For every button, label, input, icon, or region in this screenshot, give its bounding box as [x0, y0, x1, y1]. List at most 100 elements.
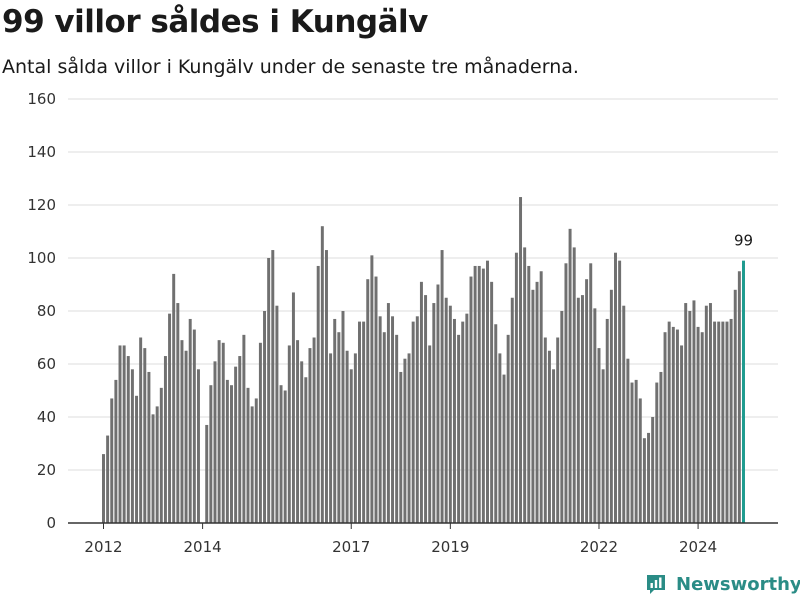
bar	[176, 303, 180, 523]
bar	[721, 321, 725, 523]
bar	[126, 356, 130, 523]
bar	[184, 350, 188, 523]
bar	[403, 358, 407, 523]
bar	[382, 332, 386, 523]
bar	[696, 326, 700, 523]
bar	[725, 321, 729, 523]
bar	[502, 374, 506, 523]
bar	[688, 311, 692, 523]
bar	[110, 398, 114, 523]
x-tick-label: 2019	[431, 538, 469, 556]
y-tick-label: 60	[37, 355, 56, 373]
x-tick-label: 2012	[84, 538, 122, 556]
brand-logo[interactable]: Newsworthy	[644, 570, 800, 598]
bar	[312, 337, 316, 523]
bar	[452, 318, 456, 523]
chart-title: 99 villor såldes i Kungälv	[2, 4, 428, 40]
bar	[490, 281, 494, 523]
chart-subtitle: Antal sålda villor i Kungälv under de se…	[2, 56, 579, 78]
bar	[684, 303, 688, 523]
bar	[300, 361, 304, 523]
bar	[589, 263, 593, 523]
bar	[609, 289, 613, 523]
bar	[304, 377, 308, 523]
bar	[114, 379, 118, 523]
bar	[106, 435, 110, 523]
x-tick-label: 2022	[580, 538, 618, 556]
bar	[242, 334, 246, 523]
bar	[324, 250, 328, 524]
y-tick-label: 0	[46, 514, 56, 532]
bar	[333, 318, 337, 523]
bar	[465, 313, 469, 523]
bar	[192, 329, 196, 523]
bar	[675, 329, 679, 523]
bar	[221, 342, 225, 523]
bar	[659, 371, 663, 523]
bar	[655, 382, 659, 523]
bar	[564, 263, 568, 523]
bar	[209, 385, 213, 523]
bar	[316, 265, 320, 523]
y-tick-label: 40	[37, 408, 56, 426]
bar	[593, 308, 597, 523]
bar	[737, 271, 741, 523]
bar	[708, 303, 712, 523]
bar	[539, 271, 543, 523]
bar	[180, 340, 184, 523]
y-tick-label: 120	[27, 196, 56, 214]
bar	[407, 353, 411, 523]
bar	[717, 321, 721, 523]
bar	[283, 390, 287, 523]
bar	[271, 250, 275, 524]
bar	[353, 353, 357, 523]
bar	[514, 252, 518, 523]
bar	[102, 454, 105, 523]
bar	[159, 387, 163, 523]
bar	[704, 305, 708, 523]
bar	[556, 337, 560, 523]
y-tick-label: 140	[27, 143, 56, 161]
bar	[122, 345, 126, 523]
bar	[163, 356, 167, 523]
x-tick-label: 2017	[332, 538, 370, 556]
bar	[345, 350, 349, 523]
bar	[444, 297, 448, 523]
y-tick-label: 80	[37, 302, 56, 320]
bar	[341, 311, 345, 523]
bar	[576, 297, 580, 523]
bar	[547, 350, 551, 523]
bar	[258, 342, 262, 523]
bar	[263, 311, 267, 523]
bar	[308, 348, 312, 523]
x-tick-label: 2024	[679, 538, 717, 556]
bar	[213, 361, 217, 523]
bar	[329, 353, 333, 523]
bar	[473, 265, 477, 523]
bar	[428, 345, 432, 523]
bar	[560, 311, 564, 523]
bar	[531, 289, 535, 523]
bar	[386, 303, 390, 523]
bar	[225, 379, 229, 523]
bar	[378, 316, 382, 523]
bar	[155, 406, 159, 523]
bar	[448, 305, 452, 523]
bar	[638, 398, 642, 523]
bar	[614, 252, 617, 523]
bar	[275, 305, 279, 523]
bar	[250, 406, 254, 523]
y-tick-label: 160	[27, 90, 56, 108]
bar	[630, 382, 634, 523]
bar	[411, 321, 415, 523]
bar	[519, 197, 523, 524]
newsworthy-logo-icon	[647, 575, 665, 594]
bar	[172, 273, 176, 523]
bar	[118, 345, 122, 523]
bar	[626, 358, 630, 523]
bar	[358, 321, 361, 523]
bar	[535, 281, 539, 523]
bar	[391, 316, 395, 523]
bar	[374, 276, 378, 523]
